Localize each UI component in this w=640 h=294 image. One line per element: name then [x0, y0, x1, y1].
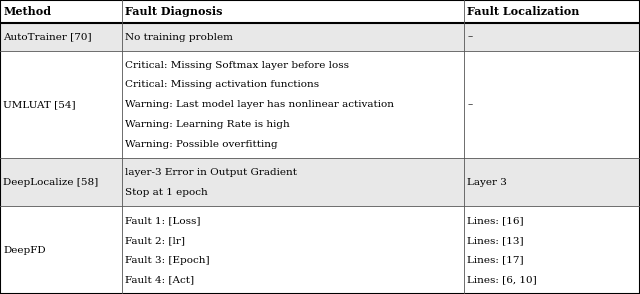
Text: Fault 4: [Act]: Fault 4: [Act]	[125, 275, 194, 284]
Bar	[0, 23, 640, 51]
Text: DeepLocalize [58]: DeepLocalize [58]	[3, 178, 99, 187]
Bar	[0, 206, 640, 294]
Text: Layer 3: Layer 3	[467, 178, 507, 187]
Text: Lines: [13]: Lines: [13]	[467, 236, 524, 245]
Text: Warning: Last model layer has nonlinear activation: Warning: Last model layer has nonlinear …	[125, 100, 394, 109]
Text: Stop at 1 epoch: Stop at 1 epoch	[125, 188, 207, 197]
Text: Warning: Learning Rate is high: Warning: Learning Rate is high	[125, 120, 289, 129]
Text: Fault 3: [Epoch]: Fault 3: [Epoch]	[125, 255, 209, 265]
Text: Critical: Missing activation functions: Critical: Missing activation functions	[125, 81, 319, 89]
Text: Fault 1: [Loss]: Fault 1: [Loss]	[125, 216, 200, 225]
Text: Fault Localization: Fault Localization	[467, 6, 580, 17]
Text: –: –	[467, 33, 472, 41]
Text: Lines: [17]: Lines: [17]	[467, 255, 524, 265]
Bar	[0, 51, 640, 158]
Text: Lines: [6, 10]: Lines: [6, 10]	[467, 275, 537, 284]
Text: DeepFD: DeepFD	[3, 246, 46, 255]
Bar	[0, 158, 640, 206]
Text: layer-3 Error in Output Gradient: layer-3 Error in Output Gradient	[125, 168, 297, 177]
Text: UMLUAT [54]: UMLUAT [54]	[3, 100, 76, 109]
Text: Lines: [16]: Lines: [16]	[467, 216, 524, 225]
Text: Fault 2: [lr]: Fault 2: [lr]	[125, 236, 185, 245]
Text: Method: Method	[3, 6, 51, 17]
Text: No training problem: No training problem	[125, 33, 233, 41]
Text: –: –	[467, 100, 472, 109]
Text: Critical: Missing Softmax layer before loss: Critical: Missing Softmax layer before l…	[125, 61, 349, 70]
Text: Fault Diagnosis: Fault Diagnosis	[125, 6, 222, 17]
Text: Warning: Possible overfitting: Warning: Possible overfitting	[125, 140, 277, 149]
Text: AutoTrainer [70]: AutoTrainer [70]	[3, 33, 92, 41]
Bar	[0, 0, 640, 23]
